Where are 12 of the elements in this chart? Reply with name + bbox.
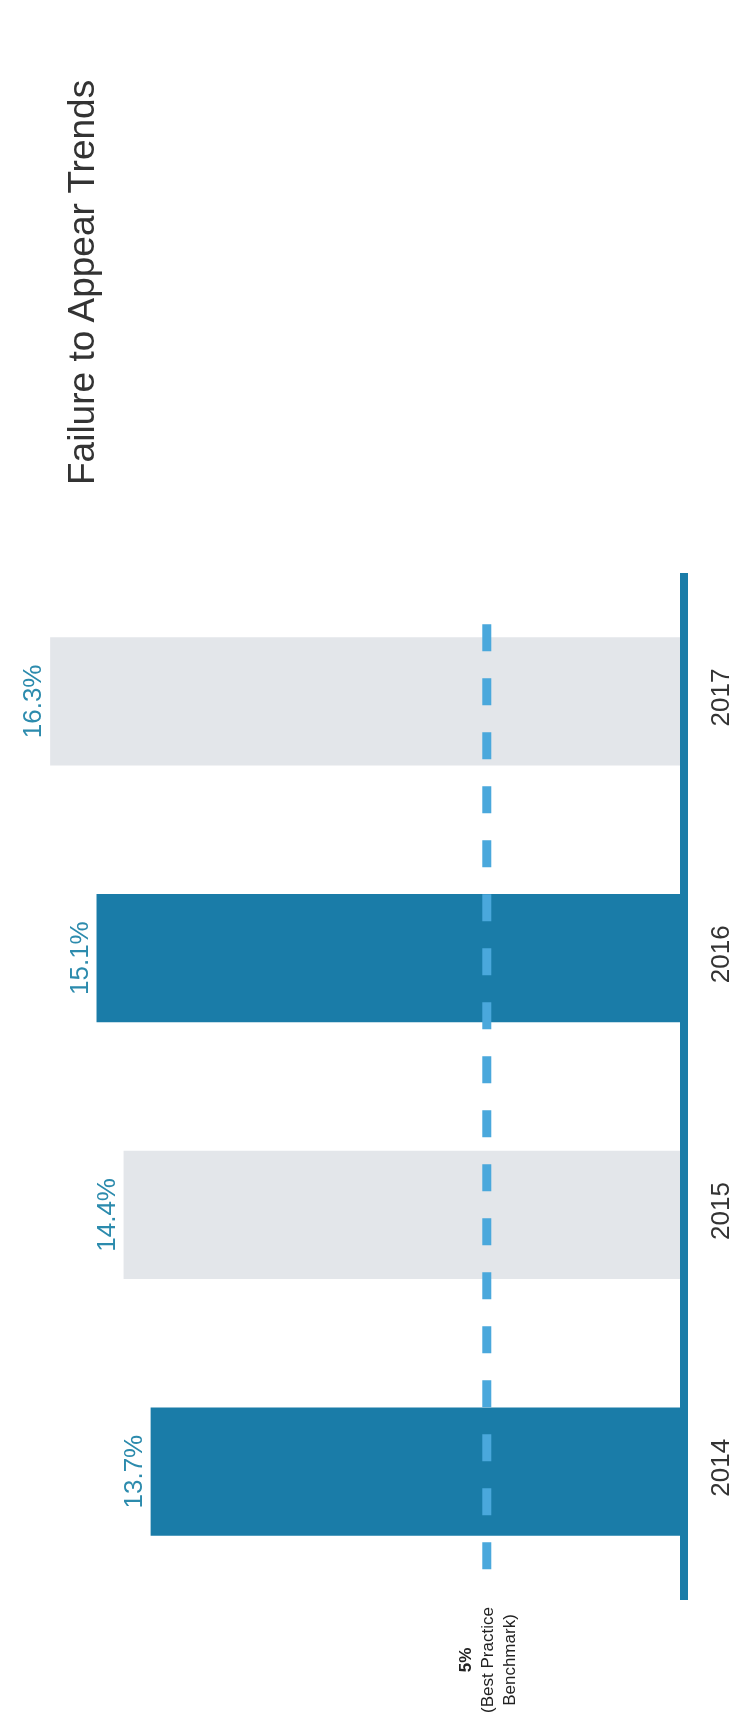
data-label: 16.3%	[17, 664, 48, 739]
y-tick-label: 2016	[705, 925, 736, 984]
bar	[123, 1150, 680, 1280]
y-tick-label: 2014	[705, 1438, 736, 1497]
y-tick-label: 2015	[705, 1182, 736, 1240]
data-label: 14.4%	[90, 1178, 121, 1252]
data-label: 15.1%	[63, 921, 94, 995]
y-tick-label: 2017	[705, 668, 736, 727]
ref-line-label: 5% (Best Practice Benchmark)	[455, 1607, 519, 1713]
bar	[50, 637, 680, 766]
data-label: 13.7%	[117, 1434, 148, 1509]
chart-title: Failure to Appear Trends	[61, 79, 102, 485]
